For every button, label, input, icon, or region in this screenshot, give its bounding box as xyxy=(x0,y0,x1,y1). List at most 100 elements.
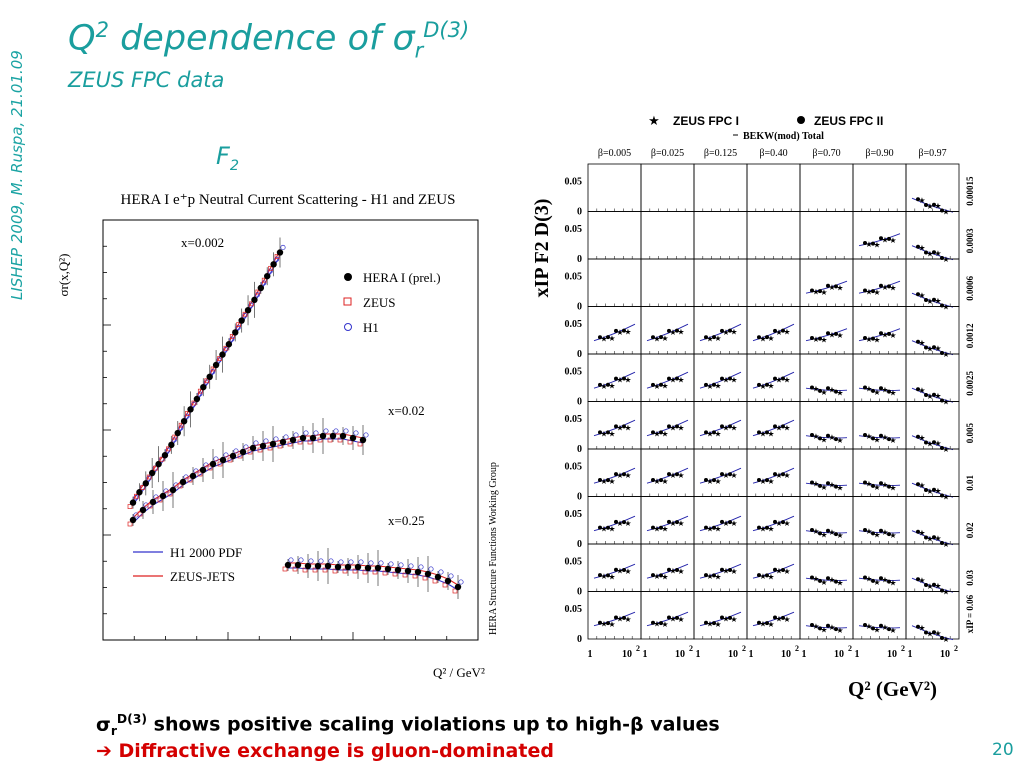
y-tick-005: 0.05 xyxy=(565,604,583,615)
fpc1-point: ★ xyxy=(624,471,631,480)
hera-point xyxy=(294,561,302,569)
fpc2-point xyxy=(879,481,883,486)
fpc2-point xyxy=(675,376,679,381)
zeus-point xyxy=(185,411,190,416)
fpc1-point: ★ xyxy=(820,435,827,444)
fpc2-point xyxy=(675,472,679,477)
fpc1-point: ★ xyxy=(608,429,615,438)
fpc1-point: ★ xyxy=(653,525,660,534)
hera-point xyxy=(225,341,233,348)
fpc1-point: ★ xyxy=(783,615,790,624)
h1-point xyxy=(348,559,354,565)
fpc1-point: ★ xyxy=(812,335,819,344)
h1-point xyxy=(448,573,454,579)
fpc2-point xyxy=(712,382,716,387)
bekw-fit-curve xyxy=(593,515,636,532)
fpc1-point: ★ xyxy=(608,620,615,629)
bekw-fit-curve xyxy=(805,280,848,294)
fpc1-point: ★ xyxy=(918,196,925,205)
fpc1-point: ★ xyxy=(775,423,782,432)
row-label-text: 0.01 xyxy=(965,475,975,491)
fpc2-point xyxy=(879,331,883,336)
fpc1-point: ★ xyxy=(759,334,766,343)
fpc1-point: ★ xyxy=(918,624,925,633)
fpc2-point xyxy=(818,531,822,536)
fpc1-point: ★ xyxy=(730,615,737,624)
bekw-fit-curve xyxy=(699,611,742,627)
fpc1-point: ★ xyxy=(661,620,668,629)
h1-point xyxy=(183,474,189,480)
zeus-point xyxy=(452,588,458,594)
fpc2-point xyxy=(932,297,936,302)
fpc1-point: ★ xyxy=(918,386,925,395)
fpc1-point: ★ xyxy=(918,339,925,348)
bekw-fit-curve xyxy=(858,233,901,247)
fpc2-point xyxy=(834,284,838,289)
fpc2-point xyxy=(704,525,708,530)
fpc1-point: ★ xyxy=(722,328,729,337)
side-label: LISHEP 2009, M. Ruspa, 21.01.09 xyxy=(8,50,26,300)
fpc2-point xyxy=(871,436,875,441)
zeus-point xyxy=(236,322,242,327)
h1-point xyxy=(398,562,404,568)
hera-point xyxy=(314,562,322,570)
fpc2-point xyxy=(614,567,618,572)
fpc1-point: ★ xyxy=(616,423,623,432)
panel-frame xyxy=(587,448,642,497)
zeus-point xyxy=(191,400,197,406)
fpc1-point: ★ xyxy=(942,587,949,596)
bekw-fit-curve xyxy=(805,625,848,629)
h1-point xyxy=(253,440,259,446)
hera-point xyxy=(129,499,137,506)
fpc1-point: ★ xyxy=(608,382,615,391)
fpc1-point: ★ xyxy=(889,626,896,635)
fpc1-point: ★ xyxy=(918,291,925,300)
fpc2-point xyxy=(757,478,761,483)
h1-point xyxy=(267,268,273,274)
fpc2-point xyxy=(728,615,732,620)
row-label-xip: 0.00015 xyxy=(965,176,975,206)
row-label-text: 0.0006 xyxy=(965,276,975,301)
fpc2-point xyxy=(879,283,883,288)
fpc1-point: ★ xyxy=(706,334,713,343)
fpc1-point: ★ xyxy=(783,471,790,480)
fpc2-point xyxy=(834,484,838,489)
fpc2-point xyxy=(728,328,732,333)
fpc1-point: ★ xyxy=(820,483,827,492)
fpc2-point xyxy=(871,626,875,631)
bekw-fit-curve xyxy=(699,371,742,389)
fpc1-point: ★ xyxy=(889,389,896,398)
zeus-point xyxy=(432,578,438,584)
panel-frame xyxy=(746,258,801,307)
fpc1-point: ★ xyxy=(714,572,721,581)
fpc1-point: ★ xyxy=(934,439,941,448)
x-tick-label: 10 xyxy=(622,649,632,660)
fpc2-point xyxy=(871,289,875,294)
fpc1-point: ★ xyxy=(783,375,790,384)
fpc1-point: ★ xyxy=(722,567,729,576)
hera-point xyxy=(136,489,143,496)
fpc1-point: ★ xyxy=(661,382,668,391)
h1-point xyxy=(298,557,304,563)
bekw-fit-curve xyxy=(593,611,636,627)
fpc1-point: ★ xyxy=(812,527,819,536)
hera-point xyxy=(212,361,220,369)
fpc2-point xyxy=(834,532,838,537)
fpc1-point: ★ xyxy=(775,376,782,385)
fpc1-point: ★ xyxy=(881,235,888,244)
x-tick-one: 1 xyxy=(749,649,754,660)
fpc2-point xyxy=(757,430,761,435)
fpc2-point xyxy=(659,335,663,340)
fpc2-point xyxy=(659,573,663,578)
fpc1-point: ★ xyxy=(926,297,933,306)
y-tick-005: 0.05 xyxy=(565,462,583,473)
fpc2-point xyxy=(940,635,944,640)
zeus-point xyxy=(357,441,363,447)
bekw-fit-curve xyxy=(858,328,901,342)
fpc1-point: ★ xyxy=(767,525,774,534)
panel-frame xyxy=(587,543,642,592)
legend-label-fpc1: ZEUS FPC I xyxy=(673,114,739,128)
fpc1-point: ★ xyxy=(836,389,843,398)
fpc1-point: ★ xyxy=(926,534,933,543)
hera-point xyxy=(200,383,207,391)
